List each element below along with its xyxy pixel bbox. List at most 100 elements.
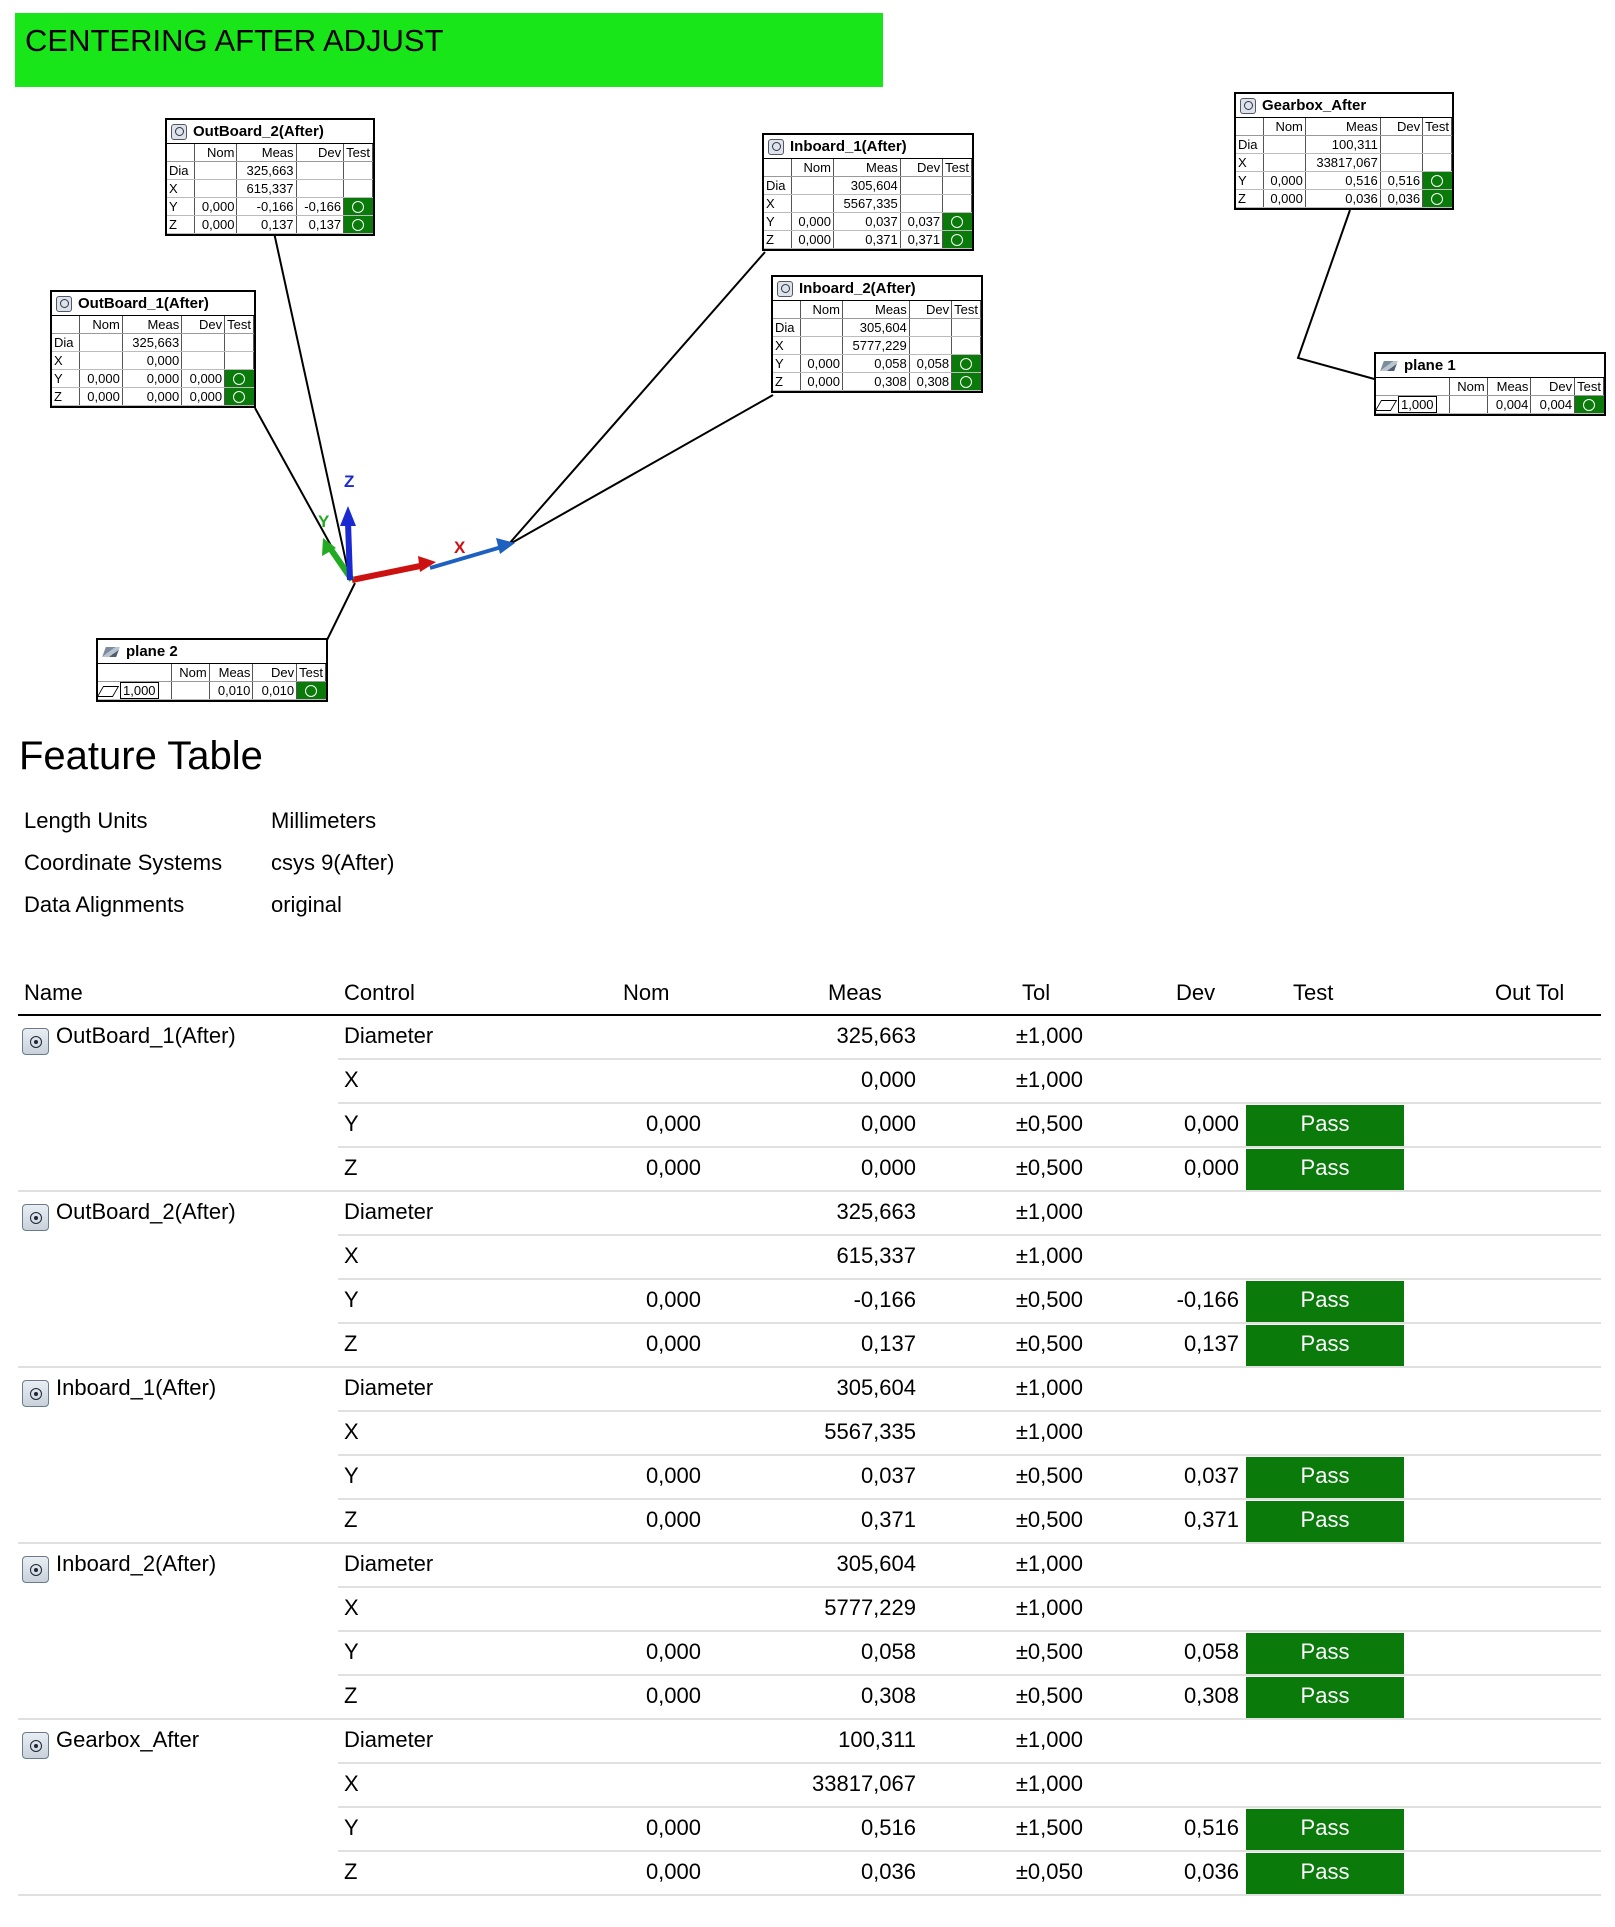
feature-table-title: Feature Table — [19, 734, 263, 778]
leader-gearbox — [1296, 209, 1379, 381]
flatness-icon — [1374, 400, 1398, 412]
header-dev: Dev — [1530, 378, 1576, 396]
meas-cell: 0,137 — [860, 1331, 916, 1356]
table-row[interactable]: X 615,337 ±1,000 — [18, 1236, 1601, 1280]
row-test — [951, 318, 981, 337]
tol-cell: ±1,000 — [1015, 1067, 1083, 1092]
pass-status: Pass — [1246, 1149, 1404, 1190]
pass-status: Pass — [1246, 1105, 1404, 1146]
row-label: Z — [764, 230, 792, 249]
callout-title: plane 1 — [1404, 357, 1456, 374]
row-dev: 0,371 — [900, 230, 944, 249]
header-dev: Dev — [900, 159, 944, 177]
row-label: X — [764, 194, 792, 213]
row-label: X — [52, 351, 80, 370]
row-nom: 0,000 — [194, 197, 238, 216]
meas-cell: 0,058 — [860, 1639, 916, 1664]
table-row[interactable]: Z 0,000 0,371 ±0,500 0,371 Pass — [18, 1500, 1601, 1544]
table-row[interactable]: Y 0,000 0,516 ±1,500 0,516 Pass — [18, 1808, 1601, 1852]
callout-inboard2[interactable]: Inboard_2(After) Nom Meas Dev Test Dia 305,6… — [771, 275, 983, 393]
table-row[interactable]: Z 0,000 0,000 ±0,500 0,000 Pass — [18, 1148, 1601, 1192]
pass-status: Pass — [1246, 1281, 1404, 1322]
header-meas: Meas — [833, 159, 901, 177]
callout-inboard1[interactable]: Inboard_1(After) Nom Meas Dev Test Dia 305,6… — [762, 133, 974, 251]
row-test — [1422, 153, 1452, 172]
header-blank — [52, 316, 80, 334]
row-dev: -0,166 — [296, 197, 345, 216]
axis-x-arrowhead — [418, 556, 436, 572]
row-divider — [338, 1102, 1601, 1104]
nom-cell: 0,000 — [645, 1683, 701, 1708]
callout-outboard1[interactable]: OutBoard_1(After) Nom Meas Dev Test Dia 325,… — [50, 290, 256, 408]
row-divider — [338, 1410, 1601, 1412]
control-cell: Y — [344, 1111, 359, 1136]
table-row[interactable]: Y 0,000 -0,166 ±0,500 -0,166 Pass — [18, 1280, 1601, 1324]
tol-cell: ±0,500 — [1015, 1463, 1083, 1488]
table-row[interactable]: Inboard_2(After) Diameter 305,604 ±1,000 — [18, 1544, 1601, 1588]
row-label: Dia — [1236, 135, 1264, 154]
row-dev — [181, 333, 226, 352]
table-row[interactable]: X 33817,067 ±1,000 — [18, 1764, 1601, 1808]
axis-x-blue — [429, 544, 506, 570]
row-label: Y — [1236, 171, 1264, 190]
table-row[interactable]: Y 0,000 0,037 ±0,500 0,037 Pass — [18, 1456, 1601, 1500]
table-row[interactable]: Inboard_1(After) Diameter 305,604 ±1,000 — [18, 1368, 1601, 1412]
table-row[interactable]: OutBoard_2(After) Diameter 325,663 ±1,000 — [18, 1192, 1601, 1236]
axis-x-line — [351, 562, 426, 583]
callout-outboard2[interactable]: OutBoard_2(After) Nom Meas Dev Test Dia 325,… — [165, 118, 375, 236]
pass-indicator — [343, 215, 373, 234]
table-row[interactable]: X 5777,229 ±1,000 — [18, 1588, 1601, 1632]
table-row[interactable]: X 5567,335 ±1,000 — [18, 1412, 1601, 1456]
flatness-tolerance-value: 1,000 — [120, 682, 159, 699]
table-row[interactable]: Z 0,000 0,137 ±0,500 0,137 Pass — [18, 1324, 1601, 1368]
tol-cell: ±0,500 — [1015, 1111, 1083, 1136]
header-meas: Meas — [209, 664, 254, 682]
callout-plane2[interactable]: plane 2 Nom Meas Dev Test 1,000 0,010 0,010 — [96, 638, 328, 702]
header-nom: Nom — [79, 316, 123, 334]
axis-z-label: Z — [344, 472, 354, 491]
row-dev — [909, 318, 953, 337]
feature-name: OutBoard_2(After) — [56, 1199, 236, 1224]
pass-indicator — [951, 372, 981, 391]
callout-title: OutBoard_1(After) — [78, 295, 209, 312]
callout-title: plane 2 — [126, 643, 178, 660]
row-meas: 0,000 — [122, 369, 183, 388]
meas-cell: 33817,067 — [812, 1771, 916, 1796]
callout-gearbox[interactable]: Gearbox_After Nom Meas Dev Test Dia 100,311 … — [1234, 92, 1454, 210]
pass-indicator — [224, 387, 254, 406]
table-row[interactable]: X 0,000 ±1,000 — [18, 1060, 1601, 1104]
control-cell: Y — [344, 1287, 359, 1312]
control-cell: X — [344, 1067, 359, 1092]
row-label: Dia — [167, 161, 195, 180]
table-row[interactable]: OutBoard_1(After) Diameter 325,663 ±1,000 — [18, 1016, 1601, 1060]
meas-cell: 0,371 — [860, 1507, 916, 1532]
tol-cell: ±1,000 — [1015, 1419, 1083, 1444]
meta-key: Data Alignments — [24, 892, 185, 917]
callout-plane1[interactable]: plane 1 Nom Meas Dev Test 1,000 0,004 0,004 — [1374, 352, 1606, 416]
row-divider — [18, 1718, 1601, 1720]
table-row[interactable]: Z 0,000 0,036 ±0,050 0,036 Pass — [18, 1852, 1601, 1896]
row-dev — [900, 194, 944, 213]
nom-cell: 0,000 — [645, 1639, 701, 1664]
nom-cell: 0,000 — [645, 1859, 701, 1884]
pass-status: Pass — [1246, 1809, 1404, 1850]
meas-cell: 0,037 — [860, 1463, 916, 1488]
nom-cell: 0,000 — [645, 1815, 701, 1840]
row-test — [343, 161, 373, 180]
table-row[interactable]: Z 0,000 0,308 ±0,500 0,308 Pass — [18, 1676, 1601, 1720]
row-divider — [338, 1146, 1601, 1148]
header-test: Test — [942, 159, 972, 177]
dev-cell: 0,036 — [1183, 1859, 1239, 1884]
callout-title: OutBoard_2(After) — [193, 123, 324, 140]
row-divider — [338, 1454, 1601, 1456]
tol-cell: ±0,050 — [1015, 1859, 1083, 1884]
tol-cell: ±1,000 — [1015, 1771, 1083, 1796]
pass-indicator — [343, 197, 373, 216]
header-meas: Meas — [236, 144, 297, 162]
control-cell: Y — [344, 1639, 359, 1664]
table-row[interactable]: Y 0,000 0,000 ±0,500 0,000 Pass — [18, 1104, 1601, 1148]
table-row[interactable]: Y 0,000 0,058 ±0,500 0,058 Pass — [18, 1632, 1601, 1676]
pass-status: Pass — [1246, 1853, 1404, 1894]
table-row[interactable]: Gearbox_After Diameter 100,311 ±1,000 — [18, 1720, 1601, 1764]
feature-name: Gearbox_After — [56, 1727, 200, 1752]
